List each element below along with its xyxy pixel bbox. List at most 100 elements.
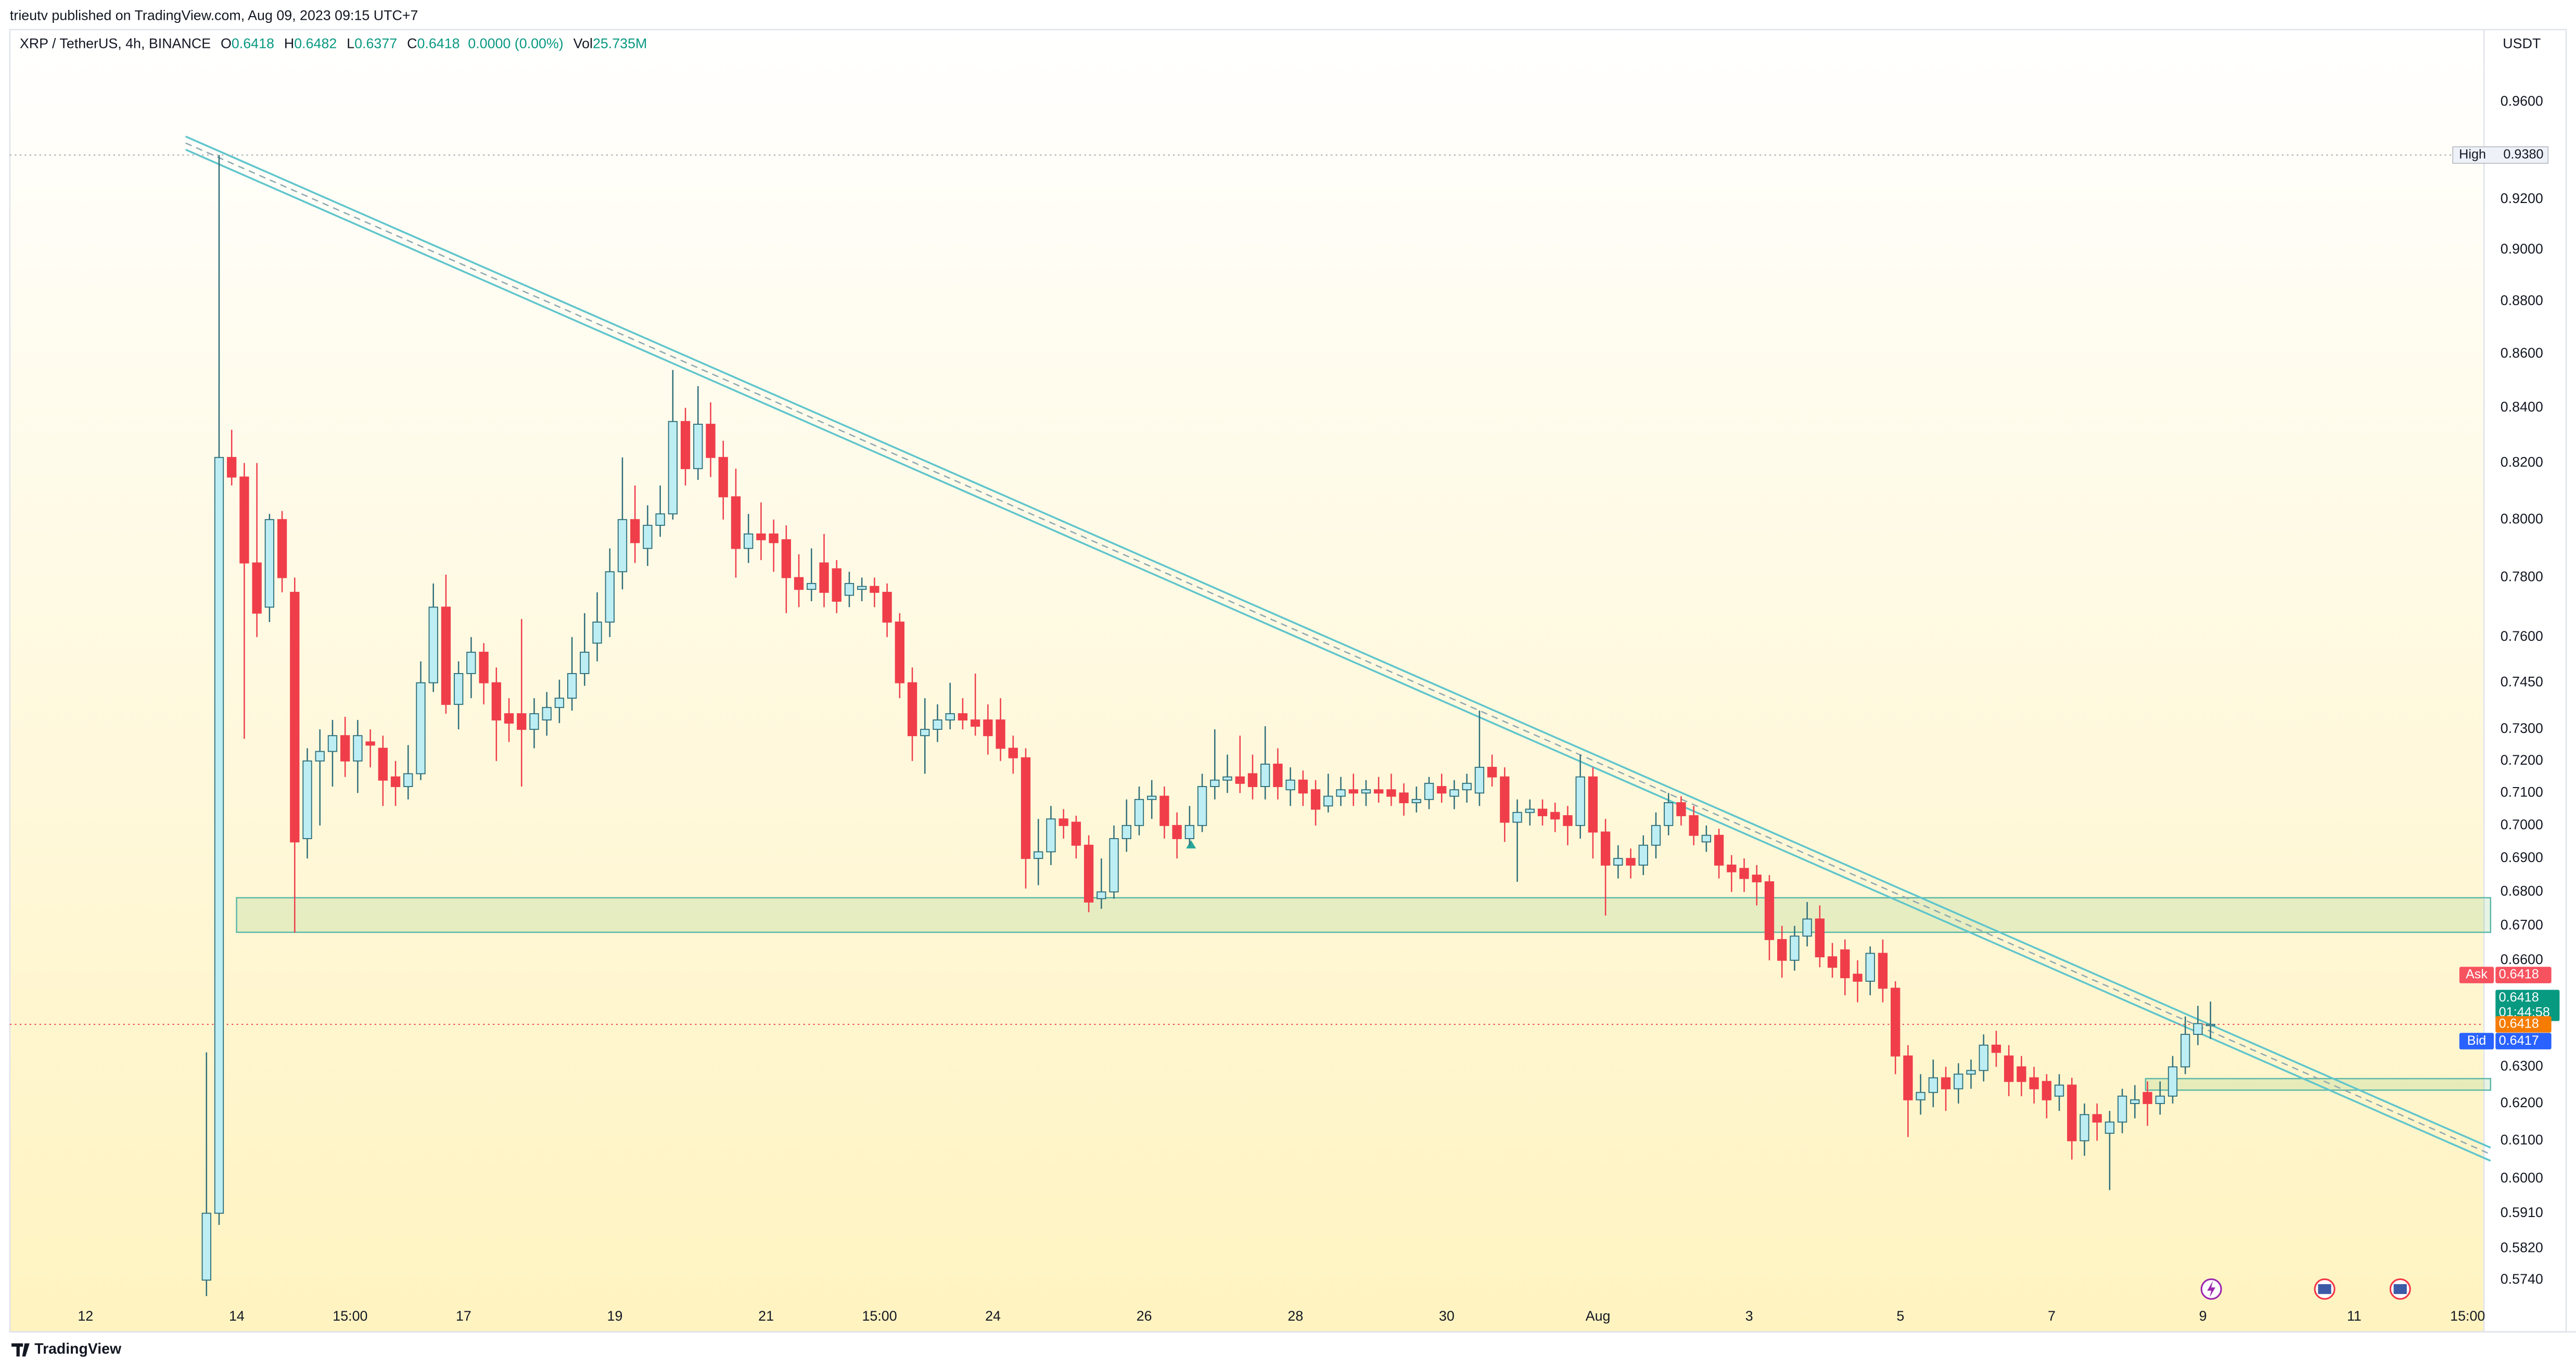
- candle-body: [1512, 812, 1522, 823]
- candle-body: [592, 622, 602, 644]
- legend-key: C: [407, 35, 417, 51]
- candle-body: [983, 719, 993, 737]
- candle-body: [1714, 834, 1724, 866]
- candle-body: [2092, 1114, 2102, 1123]
- x-tick-label: 21: [758, 1308, 774, 1324]
- candle-body: [1260, 764, 1270, 787]
- candle-body: [1676, 802, 1686, 816]
- candle-body: [630, 519, 640, 543]
- y-tick-label: 0.5910: [2501, 1205, 2543, 1220]
- candle-body: [2105, 1121, 2115, 1134]
- candle-body: [1310, 789, 1321, 810]
- candle-body: [2167, 1066, 2178, 1097]
- candle-body: [1865, 953, 1875, 982]
- candle-body: [781, 539, 792, 578]
- high-tag: [2452, 146, 2549, 164]
- candle-body: [315, 751, 325, 762]
- candle-body: [441, 606, 451, 705]
- candle-body: [1928, 1077, 1938, 1093]
- candle-body: [580, 652, 590, 674]
- candle-body: [1323, 795, 1333, 807]
- price-tag-box: [2495, 1033, 2552, 1049]
- candle-body: [617, 519, 628, 573]
- candle-body: [428, 606, 438, 683]
- candle-body: [466, 652, 476, 674]
- candle-body: [302, 760, 312, 839]
- candle-body: [605, 571, 615, 623]
- price-tag-box: [2495, 967, 2552, 983]
- legend-value: 0.6482: [294, 35, 337, 51]
- x-tick-label: 17: [456, 1308, 471, 1324]
- x-tick-label: 5: [1896, 1308, 1904, 1324]
- candle-body: [1575, 776, 1585, 826]
- candle-body: [491, 682, 501, 721]
- candle-body: [1525, 808, 1535, 813]
- candle-body: [1399, 792, 1409, 803]
- legend-symbol: XRP / TetherUS, 4h, BINANCE: [20, 35, 211, 51]
- candle-body: [1374, 789, 1384, 794]
- candle-body: [794, 577, 804, 590]
- candle-body: [1600, 831, 1611, 866]
- y-tick-label: 0.7200: [2501, 752, 2543, 768]
- plot-background: [9, 29, 2484, 1332]
- candle-body: [807, 582, 817, 590]
- candle-body: [1172, 825, 1182, 839]
- candle-body: [1903, 1055, 1913, 1100]
- candle-body: [479, 652, 489, 683]
- candle-body: [403, 773, 413, 787]
- y-tick-label: 0.9600: [2501, 93, 2543, 109]
- candle-body: [1059, 818, 1068, 826]
- candle-body: [353, 735, 363, 762]
- candle-body: [693, 424, 703, 470]
- candle-body: [2143, 1092, 2152, 1104]
- candle-body: [1916, 1092, 1925, 1100]
- candle-body: [1651, 825, 1661, 846]
- y-tick-label: 0.7300: [2501, 720, 2543, 736]
- trendline: [185, 135, 2491, 1162]
- candle-body: [365, 741, 375, 746]
- candle-body: [1273, 764, 1283, 787]
- price-tag-value: 0.6418: [2499, 967, 2539, 982]
- candle-body: [1727, 864, 1737, 872]
- legend-key: H: [284, 35, 294, 51]
- candle-body: [542, 707, 552, 721]
- candle-body: [655, 513, 665, 526]
- candle-body: [2054, 1084, 2064, 1097]
- candle-body: [1790, 935, 1800, 961]
- candle-body: [1361, 789, 1371, 794]
- y-tick-label: 0.7450: [2501, 674, 2543, 690]
- candle-body: [2017, 1066, 2026, 1082]
- candle-body: [1500, 776, 1510, 823]
- candle-body: [1121, 825, 1131, 839]
- legend-key: O: [221, 35, 232, 51]
- y-tick-label: 0.6100: [2501, 1132, 2543, 1148]
- candle-body: [958, 713, 968, 721]
- candle-body: [201, 1212, 211, 1281]
- x-tick-label: 7: [2048, 1308, 2056, 1324]
- candle-body: [819, 562, 829, 593]
- trendline-lower: [185, 148, 2491, 1162]
- legend-value: 0.6418: [417, 35, 460, 51]
- candle-body: [1071, 821, 1081, 846]
- candle-body: [327, 735, 338, 752]
- price-tag-box: [2495, 1016, 2552, 1033]
- y-tick-label: 0.8800: [2501, 293, 2543, 308]
- candle-body: [1235, 776, 1245, 784]
- price-tag-value: 0.6418: [2499, 1016, 2539, 1031]
- candle-body: [227, 457, 237, 478]
- candle-body: [1247, 773, 1258, 787]
- legend-value: 25.735M: [593, 35, 647, 51]
- candle-body: [1021, 757, 1031, 859]
- candle-body: [1083, 844, 1094, 903]
- x-tick-label: 15:00: [2450, 1308, 2485, 1324]
- candle-body: [1588, 776, 1598, 833]
- candle-body: [2042, 1081, 2051, 1100]
- price-tag-name: Bid: [2467, 1033, 2486, 1048]
- x-tick-label: 26: [1137, 1308, 1152, 1324]
- y-tick-label: 0.6200: [2501, 1095, 2543, 1110]
- candle-body: [290, 591, 300, 843]
- candle-body: [416, 682, 426, 775]
- y-tick-label: 0.7100: [2501, 784, 2543, 800]
- y-tick-label: 0.7600: [2501, 628, 2543, 644]
